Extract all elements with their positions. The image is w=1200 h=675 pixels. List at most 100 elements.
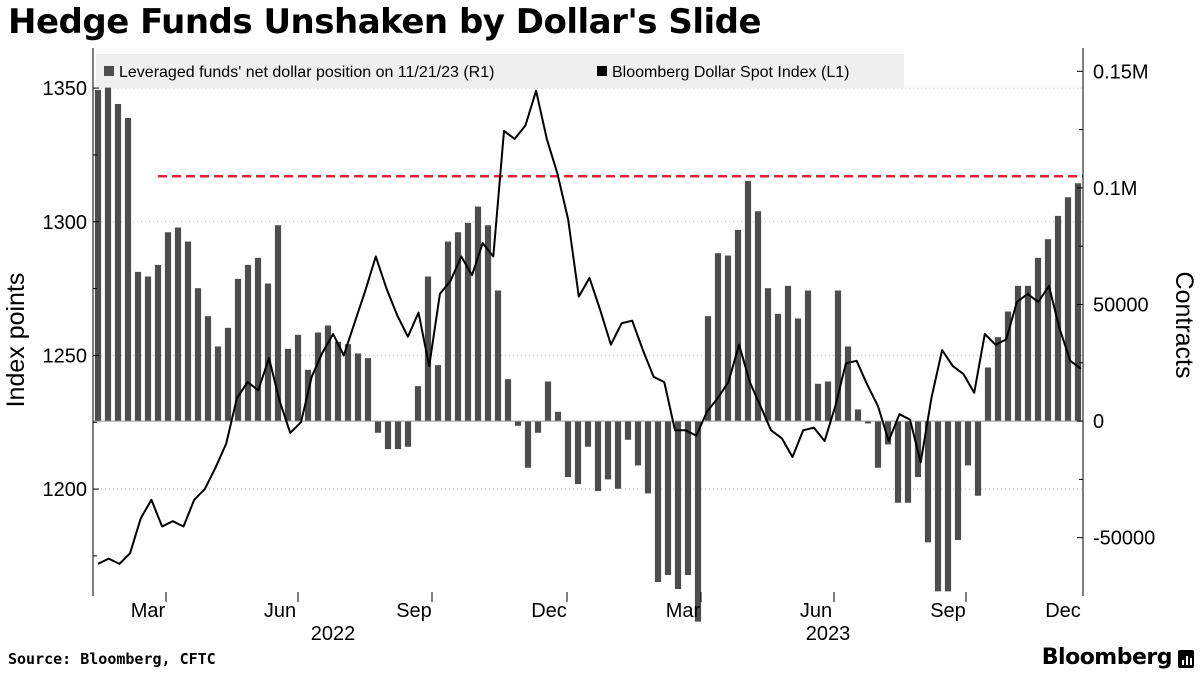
position-bar xyxy=(94,89,102,422)
position-bar xyxy=(654,421,662,583)
position-bar xyxy=(284,348,292,422)
position-bar xyxy=(264,283,272,422)
position-bar xyxy=(724,255,732,422)
position-bar xyxy=(214,346,222,422)
position-bar xyxy=(124,117,132,422)
position-bar xyxy=(354,353,362,422)
position-bar xyxy=(444,241,452,422)
x-month-label: Mar xyxy=(666,600,701,622)
right-axis-label: Contracts xyxy=(1170,272,1198,379)
legend-swatch-line xyxy=(597,66,607,76)
position-bar xyxy=(374,421,382,433)
right-tick-label: 0.15M xyxy=(1093,61,1149,83)
position-bar xyxy=(804,290,812,422)
x-month-label: Dec xyxy=(1045,600,1081,622)
position-bar xyxy=(854,409,862,422)
x-year-label: 2022 xyxy=(311,623,356,645)
left-tick-label: 1250 xyxy=(43,345,88,367)
position-bar xyxy=(294,334,302,422)
x-month-label: Sep xyxy=(396,600,432,622)
position-bar xyxy=(1014,285,1022,422)
right-tick-label: -50000 xyxy=(1093,528,1155,550)
position-bar xyxy=(164,232,172,422)
position-bar xyxy=(564,421,572,478)
position-bar xyxy=(934,421,942,592)
position-bar xyxy=(594,421,602,492)
x-month-label: Jun xyxy=(800,600,832,622)
position-bar xyxy=(494,290,502,422)
position-bar xyxy=(774,313,782,422)
position-bar xyxy=(734,229,742,422)
left-tick-label: 1200 xyxy=(43,479,88,501)
position-bar xyxy=(144,276,152,422)
position-bar xyxy=(574,421,582,485)
position-bar xyxy=(604,421,612,480)
position-bar xyxy=(894,421,902,503)
position-bar xyxy=(834,290,842,422)
left-axis-label: Index points xyxy=(2,273,30,408)
position-bar xyxy=(1074,183,1082,422)
position-bar xyxy=(984,367,992,422)
position-bar xyxy=(924,421,932,543)
position-bar xyxy=(204,316,212,422)
position-bar xyxy=(1024,285,1032,422)
position-bar xyxy=(1064,197,1072,422)
position-bar xyxy=(434,365,442,422)
position-bar xyxy=(134,271,142,422)
position-bar xyxy=(114,103,122,422)
position-bar xyxy=(614,421,622,489)
position-bar xyxy=(764,288,772,422)
legend-background xyxy=(96,54,904,88)
legend-label-bars: Leveraged funds' net dollar position on … xyxy=(119,64,494,81)
position-bar xyxy=(634,421,642,466)
axes: 1200 1250 1300 1350 -50000 0 50000 0.1M 0.15M Mar… xyxy=(43,48,1155,645)
right-tick-label: 0 xyxy=(1093,411,1104,433)
left-tick-label: 1350 xyxy=(43,78,88,100)
position-bar xyxy=(964,421,972,466)
position-bar xyxy=(844,346,852,422)
position-bar xyxy=(784,285,792,422)
bar-series xyxy=(94,87,1082,622)
position-bar xyxy=(554,411,562,422)
position-bar xyxy=(1004,311,1012,422)
position-bar xyxy=(754,211,762,422)
position-bar xyxy=(404,421,412,447)
position-bar xyxy=(534,421,542,433)
position-bar xyxy=(174,227,182,422)
position-bar xyxy=(794,318,802,422)
position-bar xyxy=(1044,239,1052,422)
legend: Leveraged funds' net dollar position on … xyxy=(96,54,904,88)
position-bar xyxy=(364,358,372,422)
position-bar xyxy=(464,222,472,422)
legend-swatch-bars xyxy=(104,66,114,76)
position-bar xyxy=(234,278,242,422)
position-bar xyxy=(704,316,712,422)
position-bar xyxy=(314,332,322,422)
position-bar xyxy=(154,264,162,422)
bloomberg-logo-text: Bloomberg xyxy=(1041,645,1173,670)
x-month-label: Sep xyxy=(930,600,966,622)
position-bar xyxy=(1034,257,1042,422)
position-bar xyxy=(504,379,512,422)
position-bar xyxy=(384,421,392,450)
position-bar xyxy=(944,421,952,592)
position-bar xyxy=(624,421,632,440)
x-month-label: Mar xyxy=(131,600,166,622)
position-bar xyxy=(744,180,752,422)
position-bar xyxy=(674,421,682,590)
position-bar xyxy=(694,421,702,622)
position-bar xyxy=(184,241,192,422)
bloomberg-chart-icon xyxy=(1178,650,1194,668)
position-bar xyxy=(394,421,402,450)
position-bar xyxy=(664,421,672,576)
position-bar xyxy=(714,253,722,422)
position-bar xyxy=(814,383,822,422)
position-bar xyxy=(324,325,332,422)
left-tick-label: 1300 xyxy=(43,212,88,234)
x-month-label: Jun xyxy=(264,600,296,622)
position-bar xyxy=(514,421,522,426)
position-bar xyxy=(484,225,492,422)
position-bar xyxy=(974,421,982,496)
right-tick-label: 50000 xyxy=(1093,295,1149,317)
